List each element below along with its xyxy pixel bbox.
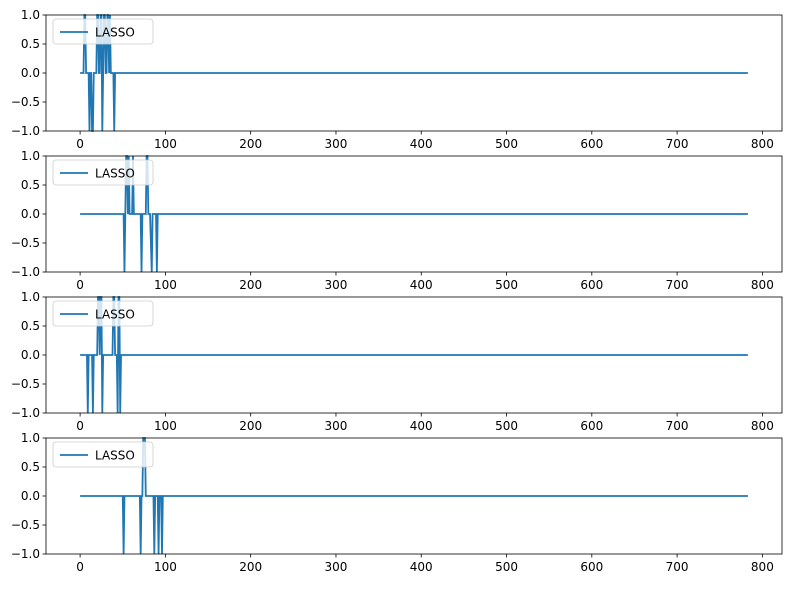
x-tick-label: 600 (580, 137, 603, 151)
legend: LASSO (52, 18, 154, 45)
y-tick-label: 1.0 (21, 431, 40, 445)
legend-label: LASSO (95, 449, 135, 463)
subplot-2: 0 100 200 300 400 500 600 700 800 −1.0 −0.5 0.0 0.5 1… (11, 149, 783, 292)
y-tick-label: 1.0 (21, 290, 40, 304)
x-tick-label: 100 (154, 137, 177, 151)
x-tick-label: 800 (751, 419, 774, 433)
y-tick-label: −0.5 (11, 518, 40, 532)
legend: LASSO (52, 159, 154, 186)
legend-box (52, 159, 154, 186)
legend: LASSO (52, 300, 154, 327)
x-tick-label: 500 (495, 278, 518, 292)
y-tick-label: 0.5 (21, 178, 40, 192)
y-tick-label: −0.5 (11, 236, 40, 250)
y-tick-label: 1.0 (21, 8, 40, 22)
x-tick-label: 800 (751, 560, 774, 574)
x-tick-label: 400 (410, 137, 433, 151)
legend-label: LASSO (95, 26, 135, 40)
y-tick-label: 1.0 (21, 149, 40, 163)
x-tick-label: 500 (495, 419, 518, 433)
y-tick-label: 0.0 (21, 66, 40, 80)
x-tick-label: 0 (76, 560, 84, 574)
x-tick-label: 0 (76, 137, 84, 151)
x-tick-label: 100 (154, 419, 177, 433)
series-line-lasso (80, 14, 748, 132)
y-tick-label: 0.0 (21, 348, 40, 362)
subplot-1: 0 100 200 300 400 500 600 700 800 −1.0 −0.5 0.0 0.5 1… (11, 8, 783, 151)
x-tick-label: 600 (580, 560, 603, 574)
y-tick-label: 0.0 (21, 489, 40, 503)
legend: LASSO (52, 441, 154, 468)
y-tick-label: 0.0 (21, 207, 40, 221)
y-tick-label: 0.5 (21, 319, 40, 333)
x-tick-label: 0 (76, 278, 84, 292)
y-tick-label: −0.5 (11, 377, 40, 391)
x-tick-label: 300 (325, 560, 348, 574)
x-tick-label: 300 (325, 137, 348, 151)
x-tick-label: 700 (666, 560, 689, 574)
x-tick-label: 300 (325, 278, 348, 292)
x-tick-label: 400 (410, 419, 433, 433)
legend-label: LASSO (95, 308, 135, 322)
x-tick-label: 300 (325, 419, 348, 433)
y-tick-label: −1.0 (11, 124, 40, 138)
x-tick-label: 800 (751, 137, 774, 151)
x-tick-label: 500 (495, 137, 518, 151)
legend-box (52, 300, 154, 327)
x-tick-label: 200 (239, 278, 262, 292)
x-tick-label: 200 (239, 137, 262, 151)
legend-box (52, 441, 154, 468)
x-tick-label: 400 (410, 278, 433, 292)
subplot-3: 0 100 200 300 400 500 600 700 800 −1.0 −0.5 0.0 0.5 1… (11, 290, 783, 433)
x-tick-label: 700 (666, 419, 689, 433)
x-tick-label: 400 (410, 560, 433, 574)
x-tick-label: 200 (239, 419, 262, 433)
x-tick-label: 800 (751, 278, 774, 292)
y-tick-label: −1.0 (11, 547, 40, 561)
x-tick-label: 700 (666, 137, 689, 151)
x-tick-label: 200 (239, 560, 262, 574)
x-tick-label: 700 (666, 278, 689, 292)
y-tick-label: −0.5 (11, 95, 40, 109)
y-tick-label: 0.5 (21, 460, 40, 474)
series-line-lasso (80, 155, 748, 273)
y-tick-label: −1.0 (11, 406, 40, 420)
series-line-lasso (80, 437, 748, 555)
x-tick-label: 600 (580, 419, 603, 433)
subplot-4: 0 100 200 300 400 500 600 700 800 −1.0 −0.5 0.0 0.5 1… (11, 431, 783, 574)
legend-label: LASSO (95, 167, 135, 181)
x-tick-label: 100 (154, 278, 177, 292)
legend-box (52, 18, 154, 45)
y-tick-label: −1.0 (11, 265, 40, 279)
series-line-lasso (80, 296, 748, 414)
x-tick-label: 100 (154, 560, 177, 574)
x-tick-label: 0 (76, 419, 84, 433)
y-tick-label: 0.5 (21, 37, 40, 51)
x-tick-label: 600 (580, 278, 603, 292)
x-tick-label: 500 (495, 560, 518, 574)
